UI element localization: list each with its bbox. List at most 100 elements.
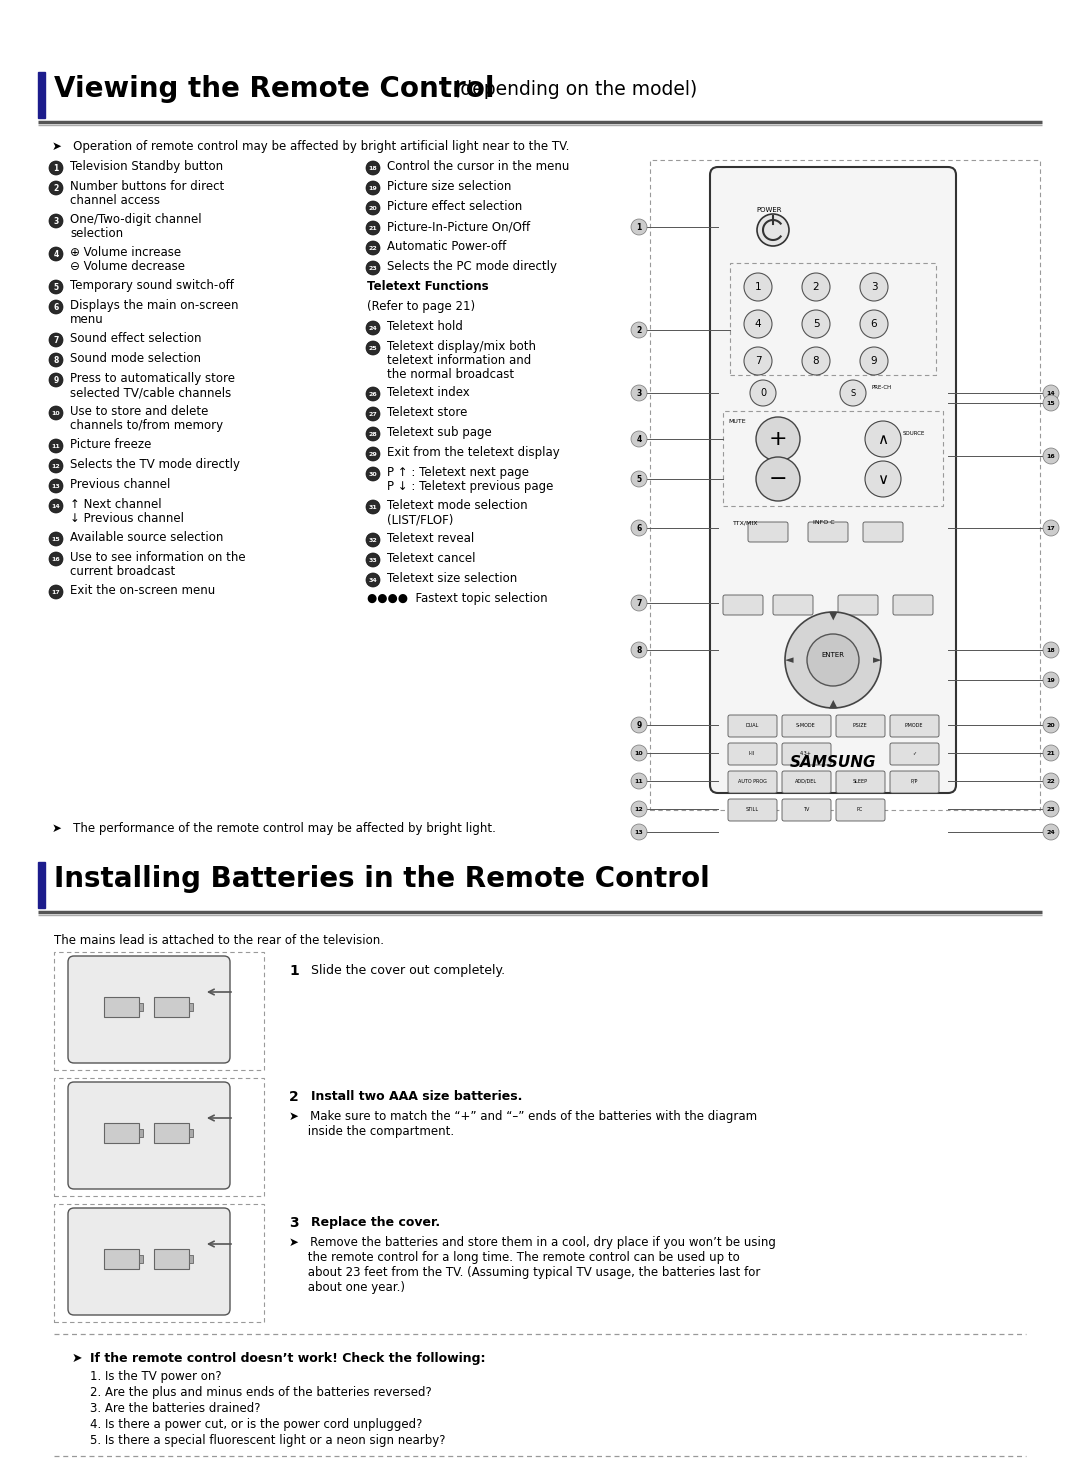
Text: P.MODE: P.MODE — [905, 722, 923, 728]
Circle shape — [49, 585, 63, 598]
Circle shape — [49, 280, 63, 293]
Text: Picture freeze: Picture freeze — [70, 438, 151, 451]
Circle shape — [366, 573, 380, 587]
Text: S: S — [850, 389, 855, 398]
Circle shape — [49, 439, 63, 453]
Text: 4. Is there a power cut, or is the power cord unplugged?: 4. Is there a power cut, or is the power… — [90, 1418, 422, 1431]
Text: 22: 22 — [1047, 778, 1055, 784]
FancyBboxPatch shape — [710, 167, 956, 793]
Text: (LIST/FLOF): (LIST/FLOF) — [387, 513, 454, 526]
FancyBboxPatch shape — [728, 771, 777, 793]
Bar — [54, 952, 264, 1070]
Text: Sound effect selection: Sound effect selection — [70, 332, 202, 345]
Text: 10: 10 — [52, 410, 60, 416]
Circle shape — [49, 214, 63, 228]
Text: selected TV/cable channels: selected TV/cable channels — [70, 386, 231, 399]
Circle shape — [785, 612, 881, 708]
Circle shape — [631, 385, 647, 401]
Circle shape — [366, 200, 380, 215]
Text: ↑ Next channel: ↑ Next channel — [70, 498, 162, 511]
FancyBboxPatch shape — [782, 799, 831, 821]
FancyBboxPatch shape — [836, 715, 885, 737]
Circle shape — [366, 534, 380, 547]
Text: 1. Is the TV power on?: 1. Is the TV power on? — [90, 1369, 221, 1383]
Circle shape — [1043, 824, 1059, 840]
Circle shape — [631, 716, 647, 733]
Text: 17: 17 — [52, 590, 60, 594]
Text: PRE-CH: PRE-CH — [870, 385, 891, 391]
Circle shape — [366, 500, 380, 514]
FancyBboxPatch shape — [782, 771, 831, 793]
Bar — [104, 996, 139, 1017]
Text: ↓ Previous channel: ↓ Previous channel — [70, 511, 184, 525]
Text: 21: 21 — [368, 226, 377, 230]
Text: 6: 6 — [870, 318, 877, 329]
Text: 1: 1 — [289, 964, 299, 979]
Text: channels to/from memory: channels to/from memory — [70, 419, 224, 432]
Text: 32: 32 — [368, 538, 377, 542]
Circle shape — [366, 340, 380, 355]
Text: 31: 31 — [368, 504, 377, 510]
Circle shape — [802, 310, 831, 338]
Text: Teletext sub page: Teletext sub page — [387, 426, 491, 439]
Text: Previous channel: Previous channel — [70, 478, 171, 491]
Text: Use to store and delete: Use to store and delete — [70, 405, 208, 419]
Text: 27: 27 — [368, 411, 377, 417]
Text: 3. Are the batteries drained?: 3. Are the batteries drained? — [90, 1402, 260, 1415]
FancyBboxPatch shape — [782, 715, 831, 737]
Circle shape — [744, 273, 772, 301]
Text: 1: 1 — [636, 223, 642, 231]
Circle shape — [49, 333, 63, 346]
Text: Teletext size selection: Teletext size selection — [387, 572, 517, 585]
Text: ▲: ▲ — [828, 699, 837, 709]
Circle shape — [631, 520, 647, 537]
Circle shape — [49, 248, 63, 261]
Text: P ↓ : Teletext previous page: P ↓ : Teletext previous page — [387, 481, 553, 492]
Bar — [154, 996, 189, 1017]
Text: 19: 19 — [368, 186, 377, 190]
Text: ●●●●  Fastext topic selection: ●●●● Fastext topic selection — [367, 593, 548, 604]
Text: 22: 22 — [368, 246, 377, 251]
Text: 7: 7 — [53, 336, 58, 345]
Circle shape — [1043, 716, 1059, 733]
Circle shape — [49, 161, 63, 175]
Text: 14: 14 — [52, 504, 60, 509]
FancyBboxPatch shape — [890, 771, 939, 793]
Text: ➤   Make sure to match the “+” and “–” ends of the batteries with the diagram
  : ➤ Make sure to match the “+” and “–” end… — [289, 1110, 757, 1138]
Circle shape — [1043, 744, 1059, 761]
Circle shape — [744, 346, 772, 374]
Circle shape — [366, 427, 380, 441]
FancyBboxPatch shape — [890, 715, 939, 737]
Text: S-MODE: S-MODE — [796, 722, 815, 728]
FancyBboxPatch shape — [68, 957, 230, 1063]
Text: the normal broadcast: the normal broadcast — [387, 368, 514, 380]
Circle shape — [802, 273, 831, 301]
Text: 4.3+: 4.3+ — [800, 750, 812, 756]
Text: (depending on the model): (depending on the model) — [447, 80, 698, 99]
Text: 26: 26 — [368, 392, 377, 397]
FancyBboxPatch shape — [723, 595, 762, 615]
FancyBboxPatch shape — [808, 522, 848, 542]
Text: current broadcast: current broadcast — [70, 565, 175, 578]
FancyBboxPatch shape — [773, 595, 813, 615]
Text: Number buttons for direct: Number buttons for direct — [70, 180, 225, 193]
Text: ➤: ➤ — [72, 1352, 82, 1365]
Text: 15: 15 — [1047, 401, 1055, 405]
Bar — [104, 1248, 139, 1269]
Bar — [139, 1129, 143, 1136]
Text: Use to see information on the: Use to see information on the — [70, 551, 245, 565]
Circle shape — [366, 181, 380, 195]
Text: 8: 8 — [812, 357, 820, 366]
Text: 2. Are the plus and minus ends of the batteries reversed?: 2. Are the plus and minus ends of the ba… — [90, 1386, 432, 1399]
Bar — [189, 1254, 193, 1263]
Text: P.SIZE: P.SIZE — [852, 722, 867, 728]
FancyBboxPatch shape — [728, 715, 777, 737]
Text: 9: 9 — [53, 376, 58, 385]
Circle shape — [757, 214, 789, 246]
Circle shape — [49, 500, 63, 513]
Text: Picture effect selection: Picture effect selection — [387, 200, 523, 214]
Text: 33: 33 — [368, 557, 377, 563]
Text: ➤   The performance of the remote control may be affected by bright light.: ➤ The performance of the remote control … — [52, 822, 496, 834]
Text: 2: 2 — [636, 326, 642, 335]
Text: Television Standby button: Television Standby button — [70, 161, 224, 172]
